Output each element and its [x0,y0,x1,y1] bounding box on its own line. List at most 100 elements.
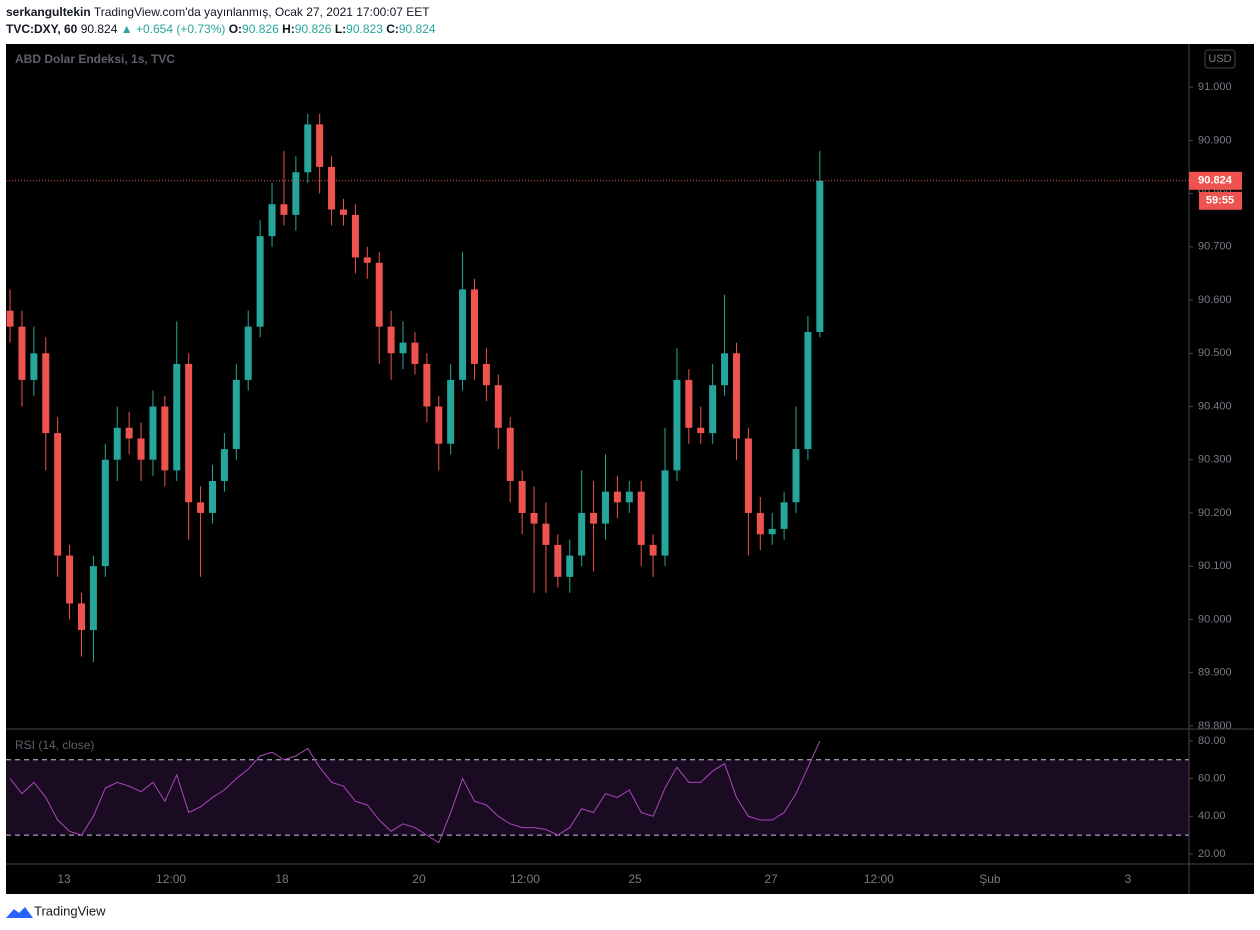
candle-body [601,491,609,524]
ohlc-value: 90.826 [294,22,332,36]
candle-body [530,512,538,524]
candle-body [494,385,502,428]
candle-body [101,459,109,567]
candle-body [197,502,205,513]
x-tick-label: 3 [1125,872,1132,886]
x-tick-label: 12:00 [864,872,894,886]
header-line: serkangultekin TradingView.com'da yayınl… [6,4,436,21]
brand[interactable]: TradingView [34,903,106,918]
candle-body [816,180,824,332]
y-tick-label: 90.400 [1198,400,1232,412]
header-line: TVC:DXY, 60 90.824 ▲ +0.654 (+0.73%) O: 9… [6,21,436,38]
y-tick-label: 89.800 [1198,720,1232,732]
candle-body [125,427,133,439]
ohlc-value: 90.824 [398,22,436,36]
chart-bg [6,44,1254,894]
candle-body [411,342,419,364]
logo[interactable]: TradingView [6,903,106,918]
published: TradingView.com'da yayınlanmış, Ocak 27,… [93,5,430,19]
y-tick-label: 90.700 [1198,241,1232,253]
y-tick-label: 90.100 [1198,560,1232,572]
y-tick-label: 89.900 [1198,667,1232,679]
last: 90.824 [80,22,118,36]
currency-box[interactable] [1204,49,1236,69]
last-price-box [1189,171,1242,190]
symbol: TVC:DXY, 60 [6,22,78,36]
candle-body [256,236,264,327]
y-tick-label: 91.000 [1198,81,1232,93]
ohlc: O:90.826 H:90.826 L:90.823 C:90.824 [229,22,436,36]
x-tick-label: Şub [979,872,1001,886]
candle-body [316,124,324,167]
candle-body [482,363,490,386]
candle-body [732,353,740,439]
candle-body [6,310,14,327]
candle-body [232,379,240,450]
countdown-box [1199,191,1242,210]
candle-body [756,512,764,535]
candle-body [54,433,62,556]
candle-body [649,544,657,556]
currency[interactable]: USD [1208,53,1231,65]
ohlc-label: O: [228,22,243,36]
y-tick-label: 20.00 [1198,848,1226,860]
logo-icon[interactable] [6,907,33,918]
candle-body [387,326,395,354]
candle-body [780,502,788,529]
candle-body [744,438,752,513]
chart-title: ABD Dolar Endeksi, 1s, TVC [15,52,175,66]
candle-body [328,166,336,210]
y-tick-label: 90.200 [1198,507,1232,519]
ohlc-value: 90.823 [346,22,383,36]
candle-body [661,470,669,556]
ohlc-label: L: [334,22,347,36]
candle-body [590,512,598,524]
candle-body [613,491,621,503]
candle-body [685,379,693,428]
candle-body [399,342,407,354]
candle-body [578,512,586,556]
ohlc-label: C: [386,22,399,36]
candle-body [208,481,216,513]
candle-body [161,406,169,471]
x-tick-label: 27 [764,872,778,886]
candle-body [423,363,431,407]
y-tick-label: 90.500 [1198,347,1232,359]
candle-body [149,406,157,460]
y-tick-label: 90.300 [1198,454,1232,466]
x-tick-label: 18 [275,872,289,886]
candle-body [673,379,681,471]
candle-body [792,449,800,503]
header: serkangultekin TradingView.com'da yayınl… [6,4,436,38]
candle-body [721,353,729,386]
candle-body [173,363,181,471]
change: ▲ +0.654 (+0.73%) [120,22,226,36]
y-tick-label: 80.00 [1198,735,1226,747]
candle-body [185,363,193,503]
candle-body [244,326,252,380]
rsi-line [9,740,821,844]
candle-body [220,449,228,482]
candle-body [375,262,383,327]
candle-body [566,555,574,577]
candle-body [137,438,145,460]
ohlc-label: H: [282,22,295,36]
candle-body [304,124,312,173]
candle-body [339,209,347,215]
x-tick-label: 13 [57,872,71,886]
candle-body [280,204,288,215]
candle-body [518,481,526,513]
y-tick-label: 40.00 [1198,810,1226,822]
candle-body [637,491,645,545]
y-tick-label: 90.000 [1198,613,1232,625]
x-tick-label: 25 [628,872,642,886]
candle-body [470,289,478,364]
rsi-title: RSI (14, close) [15,738,94,752]
rsi-band [6,759,1189,836]
countdown: 59:55 [1206,195,1234,207]
last-price-label: 90.824 [1198,175,1233,187]
candle-body [42,353,50,434]
y-tick-label: 90.900 [1198,134,1232,146]
candle-body [78,603,86,631]
